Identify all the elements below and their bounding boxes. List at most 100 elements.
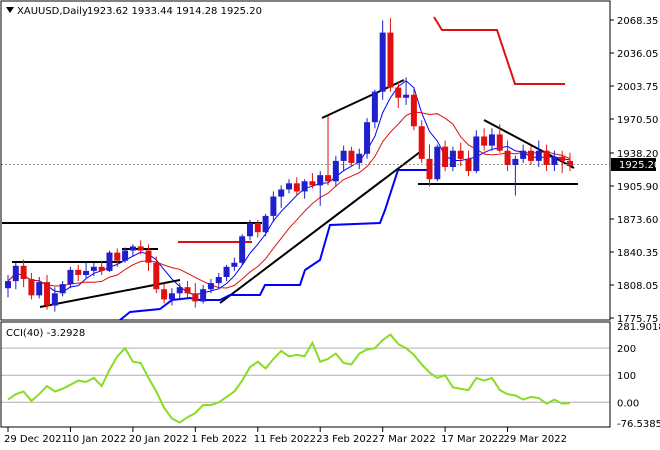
candle-body: [410, 94, 417, 127]
candle-body: [496, 134, 503, 151]
x-tick-label: 7 Mar 2022: [379, 434, 436, 445]
candle-body: [387, 32, 394, 88]
candle-body: [543, 150, 550, 165]
candle-body: [12, 265, 19, 282]
trend-line: [483, 119, 575, 169]
candle-body: [418, 126, 425, 159]
candle-body: [145, 250, 152, 263]
red-step-line: [433, 16, 565, 85]
candle-body: [98, 266, 105, 271]
candle-body: [332, 160, 339, 182]
y-tick-label: 1873.60: [617, 215, 658, 226]
axis-labels: 2068.35 2036.05 2003.75 1970.50 1938.20 1905.…: [4, 16, 660, 445]
ichimoku-line: [119, 169, 428, 321]
candle-body: [325, 175, 332, 182]
symbol-label: XAUUSD,Daily: [17, 6, 88, 17]
candle-body: [106, 252, 113, 271]
y-tick-label: 2003.75: [617, 82, 658, 93]
candle-body: [231, 262, 238, 267]
candle-body: [512, 158, 519, 165]
x-tick-label: 29 Mar 2022: [504, 434, 567, 445]
y-tick-label: 1840.35: [617, 248, 658, 259]
candle-body: [129, 246, 136, 251]
candle-body: [465, 158, 472, 172]
x-tick-label: 11 Feb 2022: [254, 434, 316, 445]
candle-body: [137, 246, 144, 251]
candle-body: [246, 223, 253, 237]
y-tick-label: 1905.90: [617, 182, 658, 193]
x-tick-label: 23 Feb 2022: [316, 434, 378, 445]
candle-body: [286, 183, 292, 190]
candle-body: [114, 252, 121, 261]
candle-body: [371, 91, 378, 123]
y-tick-label: 2036.05: [617, 49, 658, 60]
dropdown-triangle-icon[interactable]: [6, 7, 14, 13]
candle-body: [449, 150, 456, 168]
candle-body: [434, 146, 441, 180]
candle-body: [348, 150, 355, 163]
candle-body: [356, 153, 363, 163]
candle-body: [168, 293, 175, 300]
candle-body: [473, 136, 480, 172]
candle-body: [67, 269, 74, 285]
candle-body: [161, 289, 168, 300]
candle-body: [551, 156, 558, 165]
candle-body: [535, 150, 542, 161]
cci-y-tick-label: 0.00: [617, 398, 639, 409]
cci-y-tick-label: 281.9018: [617, 322, 660, 333]
candle-body: [83, 270, 90, 275]
candle-body: [364, 122, 371, 154]
candle-body: [200, 289, 207, 302]
cci-y-tick-label: -76.5385: [617, 419, 660, 430]
candle-body: [223, 266, 230, 278]
cci-line: [1, 333, 610, 424]
cci-y-tick-label: 100: [617, 371, 636, 382]
current-price-label: 1925.20: [619, 160, 660, 171]
candle-body: [207, 283, 214, 290]
candle-body: [176, 287, 183, 294]
candle-body: [379, 32, 386, 92]
trend-line: [219, 151, 421, 304]
x-tick-label: 1 Feb 2022: [191, 434, 247, 445]
candle-body: [278, 189, 285, 197]
candle-body: [488, 134, 495, 146]
candle-body: [270, 196, 277, 216]
x-tick-label: 29 Dec 2021: [4, 434, 68, 445]
candle-body: [90, 266, 97, 271]
ohlc-label: 1923.62 1933.44 1914.28 1925.20: [87, 6, 262, 17]
candle-body: [559, 156, 566, 161]
x-tick-label: 10 Jan 2022: [66, 434, 126, 445]
candle-body: [340, 150, 347, 161]
candle-body: [75, 269, 82, 275]
y-tick-label: 1775.75: [617, 314, 658, 325]
candle-body: [59, 284, 66, 294]
candle-body: [403, 94, 410, 98]
candle-body: [20, 265, 27, 280]
cci-label: CCI(40) -3.2928: [6, 328, 85, 339]
y-tick-label: 2068.35: [617, 16, 658, 27]
candle-body: [442, 146, 449, 168]
cci-series-line: [7, 333, 571, 424]
candle-body: [481, 136, 488, 146]
candle-body: [293, 183, 300, 192]
candle-body: [262, 215, 269, 233]
candle-body: [184, 287, 191, 294]
candle-body: [527, 150, 534, 161]
current-price-tag: [611, 158, 656, 171]
candle-body: [36, 282, 43, 296]
candle-body: [215, 277, 222, 284]
candle-body: [395, 87, 402, 98]
candle-body: [192, 293, 199, 302]
candle-body: [426, 158, 433, 180]
candle-body: [5, 281, 11, 289]
candle-body: [153, 262, 160, 290]
cci-y-tick-label: 200: [617, 344, 636, 355]
candle-body: [567, 160, 573, 166]
candle-body: [520, 150, 527, 159]
y-tick-label: 1808.05: [617, 281, 658, 292]
main-panel-frame: [0, 0, 611, 321]
candle-body: [457, 150, 464, 159]
x-tick-label: 20 Jan 2022: [129, 434, 189, 445]
candle-body: [317, 175, 324, 186]
